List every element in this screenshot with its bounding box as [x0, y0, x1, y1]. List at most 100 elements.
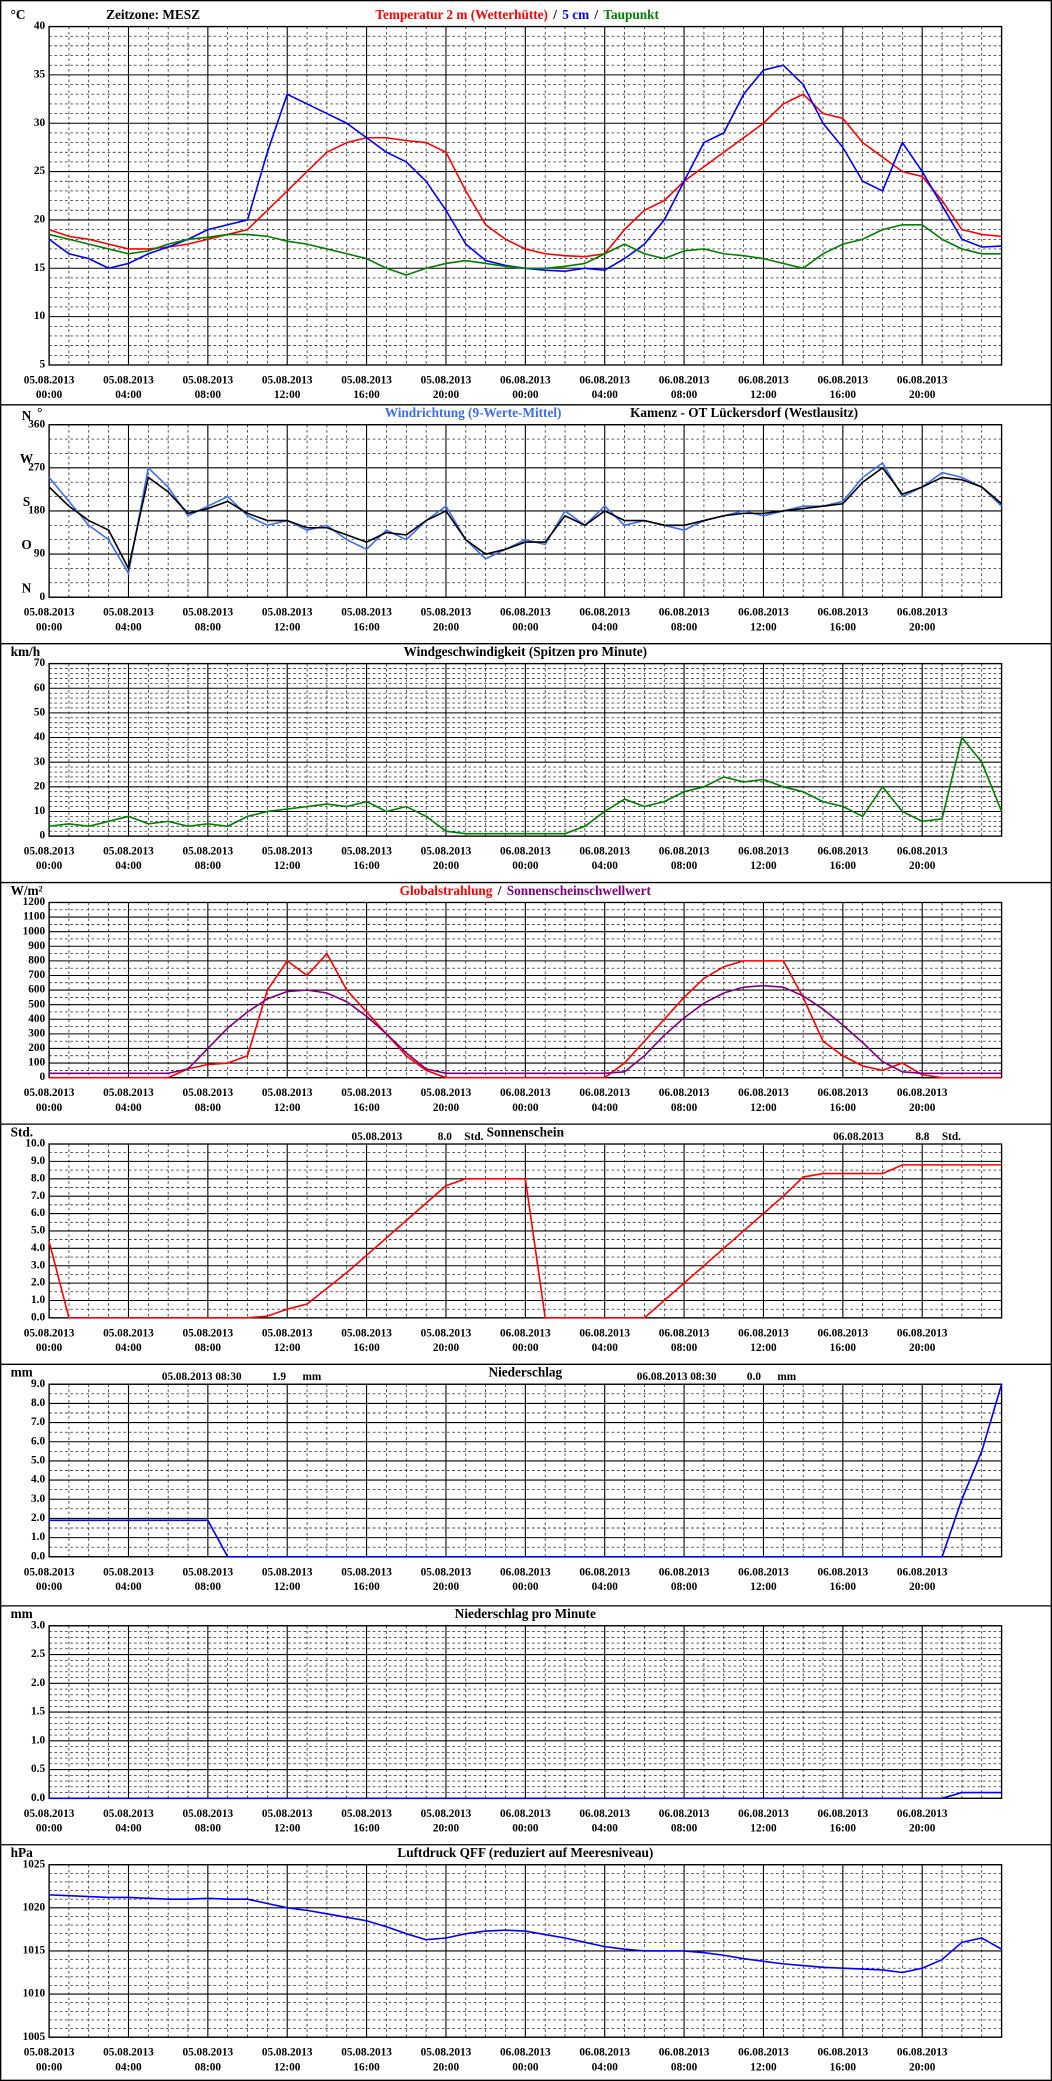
x-tick-date: 05.08.2013 [24, 2047, 75, 2059]
y-tick-label: 7.0 [31, 1416, 45, 1428]
x-tick-date: 06.08.2013 [817, 846, 868, 858]
x-tick-label: 00:00 [36, 860, 63, 872]
y-tick-label: 100 [28, 1057, 45, 1069]
x-tick-date: 05.08.2013 [182, 1808, 233, 1820]
y-tick-label: 500 [28, 998, 45, 1010]
x-tick-date: 05.08.2013 [341, 607, 392, 619]
x-tick-date: 05.08.2013 [341, 1087, 392, 1099]
x-tick-date: 06.08.2013 [500, 1327, 551, 1339]
y-tick-label: 5.0 [31, 1455, 45, 1467]
x-tick-date: 05.08.2013 [24, 1808, 75, 1820]
x-tick-label: 00:00 [512, 389, 539, 401]
y-tick-label: 50 [34, 706, 46, 718]
x-tick-label: 20:00 [909, 1342, 936, 1354]
x-tick-date: 06.08.2013 [738, 2047, 789, 2059]
y-tick-label: 0 [39, 1071, 45, 1083]
y-tick-label: 8.0 [31, 1172, 45, 1184]
y-tick-label: 9.0 [31, 1155, 45, 1167]
panel: 0N90O180S270W360N05.08.201300:0005.08.20… [0, 404, 1052, 633]
x-tick-label: 08:00 [671, 1102, 698, 1114]
x-tick-label: 12:00 [274, 2061, 301, 2073]
x-tick-date: 06.08.2013 [500, 1808, 551, 1820]
panel: 0.0 0.5 1.0 1.5 2.0 2.5 3.0 05.08.2013 00:00 05.0… [0, 1605, 1052, 1834]
legend-entry: Sonnenscheinschwellwert [507, 883, 652, 898]
x-tick-label: 00:00 [512, 1822, 539, 1834]
y-tick-label: 0 [39, 830, 45, 842]
x-tick-date: 06.08.2013 [579, 1566, 630, 1578]
y-tick-label: 2.0 [31, 1512, 45, 1524]
y-tick-label: 3.0 [31, 1493, 45, 1505]
x-tick-label: 08:00 [195, 2061, 222, 2073]
x-tick-date: 06.08.2013 [738, 1087, 789, 1099]
x-tick-date: 05.08.2013 [103, 2047, 154, 2059]
plot-frame [48, 662, 1003, 837]
x-tick-label: 20:00 [909, 860, 936, 872]
y-tick-label: 1005 [23, 2031, 46, 2043]
x-tick-date: 06.08.2013 [659, 846, 710, 858]
chart-title: Niederschlag pro Minute [455, 1606, 596, 1621]
y-tick-label: 700 [28, 969, 45, 981]
data-line [48, 223, 1002, 276]
x-tick-label: 12:00 [274, 621, 301, 633]
x-tick-label: 16:00 [353, 1822, 380, 1834]
x-tick-date: 05.08.2013 [103, 374, 154, 386]
x-tick-date: 06.08.2013 [659, 1327, 710, 1339]
x-tick-date: 06.08.2013 [738, 1808, 789, 1820]
y-tick-label: 6.0 [31, 1207, 45, 1219]
x-tick-date: 06.08.2013 [579, 2047, 630, 2059]
x-tick-date: 06.08.2013 [659, 607, 710, 619]
x-tick-date: 06.08.2013 [659, 2047, 710, 2059]
x-tick-label: 08:00 [195, 621, 222, 633]
x-tick-date: 06.08.2013 [897, 846, 948, 858]
x-tick-date: 05.08.2013 [262, 1327, 313, 1339]
x-tick-label: 16:00 [830, 1822, 857, 1834]
data-line [48, 735, 1003, 835]
x-tick-label: 12:00 [750, 621, 777, 633]
y-tick-label: 1000 [23, 925, 46, 937]
legend-separator: / [552, 7, 557, 22]
y-tick-label: 270 [28, 461, 45, 473]
x-tick-date: 05.08.2013 [262, 846, 313, 858]
y-tick-label: 4.0 [31, 1474, 45, 1486]
y-tick-label: 1.5 [31, 1706, 45, 1718]
y-tick-label: 3.0 [31, 1259, 45, 1271]
x-tick-date: 05.08.2013 [421, 607, 472, 619]
x-tick-date: 06.08.2013 [897, 1566, 948, 1578]
annotation: mm [777, 1371, 796, 1383]
x-tick-date: 05.08.2013 [262, 2047, 313, 2059]
x-tick-date: 05.08.2013 [182, 846, 233, 858]
legend-entry: Temperatur 2 m (Wetterhütte) [375, 7, 548, 22]
y-tick-label: 360 [28, 418, 45, 430]
x-tick-label: 08:00 [195, 860, 222, 872]
x-tick-label: 00:00 [512, 860, 539, 872]
x-tick-label: 12:00 [274, 1822, 301, 1834]
y-tick-label: 600 [28, 984, 45, 996]
x-tick-label: 04:00 [592, 1822, 619, 1834]
y-tick-label: 300 [28, 1027, 45, 1039]
y-direction-label: O [21, 537, 31, 552]
unit-label: ° [37, 405, 42, 420]
x-tick-date: 06.08.2013 [817, 2047, 868, 2059]
x-tick-label: 00:00 [512, 2061, 539, 2073]
legend-entry: Windrichtung (9-Werte-Mittel) [385, 405, 562, 420]
x-tick-date: 05.08.2013 [182, 1327, 233, 1339]
x-tick-label: 08:00 [195, 1581, 222, 1593]
x-tick-date: 06.08.2013 [738, 374, 789, 386]
x-tick-date: 05.08.2013 [182, 1087, 233, 1099]
x-tick-label: 16:00 [353, 2061, 380, 2073]
unit-label: Std. [11, 1124, 33, 1139]
x-tick-date: 05.08.2013 [262, 1566, 313, 1578]
x-tick-label: 04:00 [115, 1342, 142, 1354]
x-tick-label: 08:00 [195, 389, 222, 401]
x-tick-label: 08:00 [671, 1581, 698, 1593]
x-tick-label: 08:00 [671, 389, 698, 401]
x-tick-date: 05.08.2013 [262, 607, 313, 619]
x-tick-label: 20:00 [433, 860, 460, 872]
y-direction-label: W [20, 451, 34, 466]
y-tick-label: 20 [34, 780, 46, 792]
legend: Temperatur 2 m (Wetterhütte) / 5 cm / Taupun… [375, 7, 659, 22]
unit-label: °C [11, 7, 26, 22]
plot-frame [48, 1864, 1003, 2038]
x-tick-date: 05.08.2013 [24, 1087, 75, 1099]
